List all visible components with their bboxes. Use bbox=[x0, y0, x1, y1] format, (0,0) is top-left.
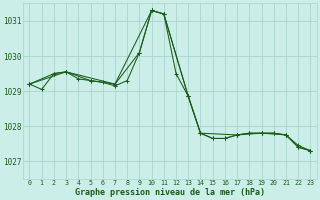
X-axis label: Graphe pression niveau de la mer (hPa): Graphe pression niveau de la mer (hPa) bbox=[75, 188, 265, 197]
